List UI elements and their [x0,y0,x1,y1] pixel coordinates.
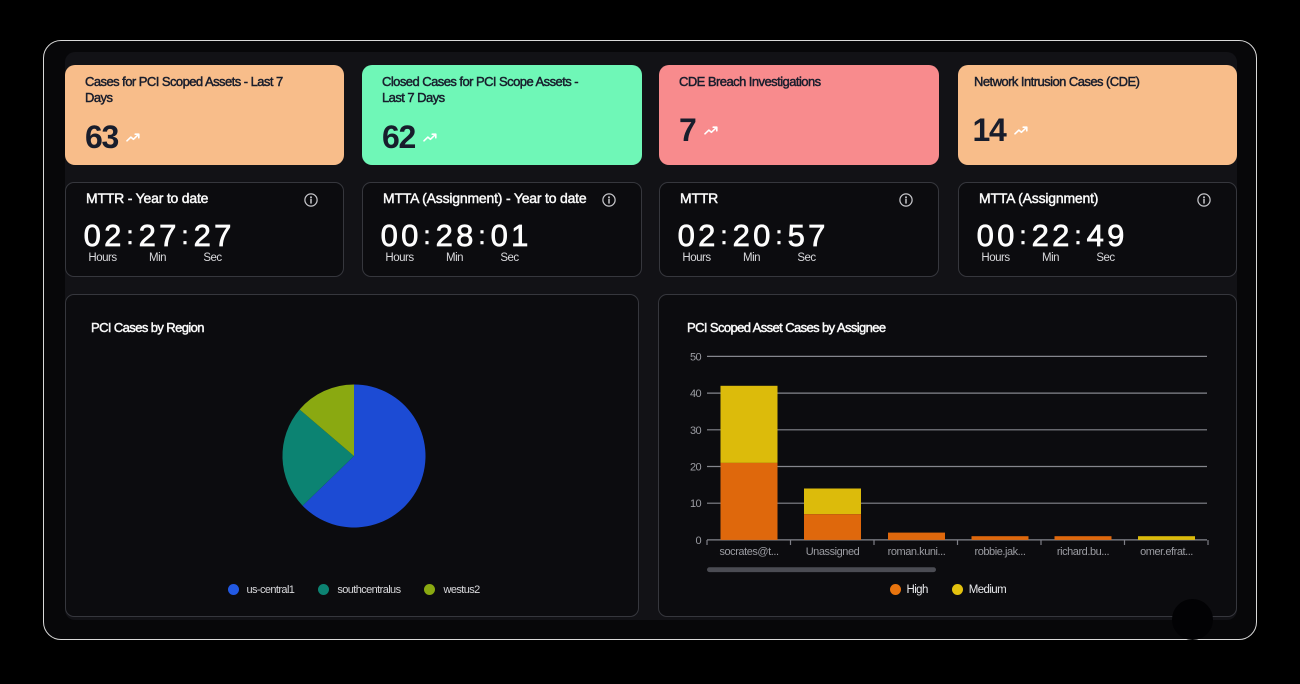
svg-text:omer.efrat...: omer.efrat... [1140,546,1193,558]
svg-text:30: 30 [689,424,701,436]
svg-text:Unassigned: Unassigned [805,546,859,558]
svg-text:10: 10 [689,498,701,510]
svg-text:robbie.jak...: robbie.jak... [974,546,1025,558]
svg-text:richard.bu...: richard.bu... [1056,546,1109,558]
svg-text:40: 40 [689,388,701,400]
svg-text:socrates@t...: socrates@t... [719,546,779,558]
svg-text:0: 0 [695,534,701,546]
svg-text:20: 20 [689,461,701,473]
svg-text:roman.kuni...: roman.kuni... [887,546,945,558]
svg-text:50: 50 [689,351,701,363]
